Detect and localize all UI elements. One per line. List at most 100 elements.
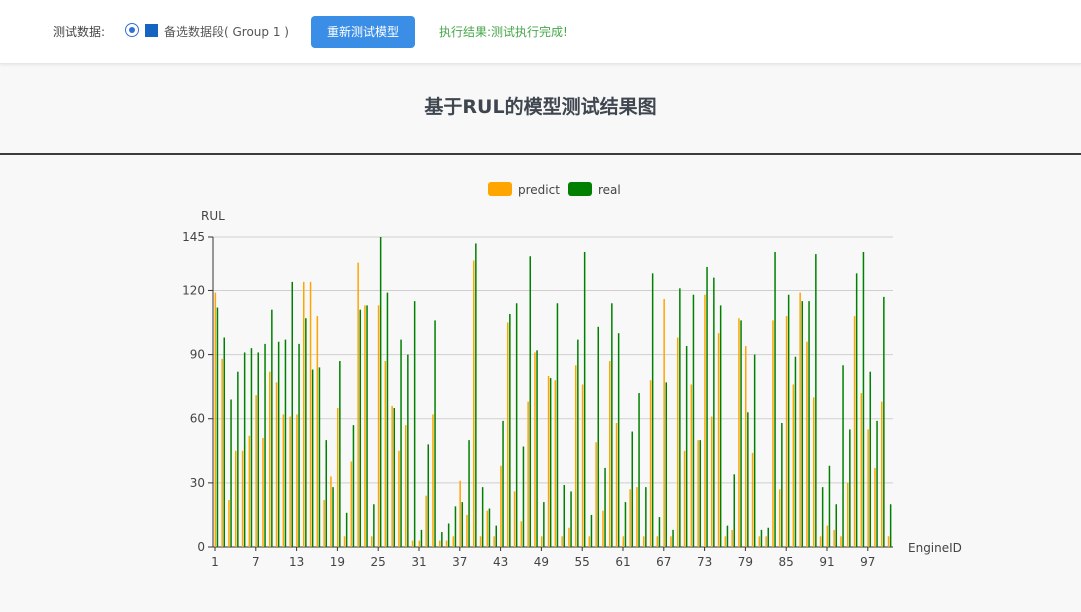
bar-real xyxy=(638,393,640,547)
bar-real xyxy=(597,326,599,547)
bar-predict xyxy=(364,305,366,547)
test-data-label: 测试数据: xyxy=(53,25,106,39)
bar-real xyxy=(747,412,749,547)
bar-predict xyxy=(262,437,264,547)
bar-predict xyxy=(391,405,393,547)
y-tick-label: 30 xyxy=(190,476,205,490)
bar-real xyxy=(828,465,831,547)
rul-bar-chart: 0 30 60 90 120 145 RUL EngineID 1 7 13 19 25 31 37 43 49… xyxy=(182,182,962,569)
bar-predict xyxy=(316,316,319,547)
bar-real xyxy=(665,382,667,547)
bar-real xyxy=(685,346,688,547)
group-option-label[interactable]: 备选数据段( Group 1 ) xyxy=(164,25,289,39)
bar-predict xyxy=(758,536,761,547)
bar-predict xyxy=(371,536,373,547)
bar-real xyxy=(774,251,776,547)
bar-predict xyxy=(235,450,237,547)
bar-real xyxy=(441,532,443,547)
bar-predict xyxy=(765,536,767,547)
legend-label-predict: predict xyxy=(518,183,560,197)
bar-real xyxy=(352,425,355,547)
bar-real xyxy=(719,305,722,547)
bar-real xyxy=(787,294,790,547)
bar-predict xyxy=(432,414,434,547)
bar-real xyxy=(855,273,858,547)
bar-real xyxy=(393,408,395,547)
bar-predict xyxy=(255,395,257,547)
bar-real xyxy=(345,512,348,547)
bar-predict xyxy=(269,371,271,547)
bar-real xyxy=(536,350,538,547)
bar-real xyxy=(753,354,756,547)
x-tick-label: 73 xyxy=(697,555,712,569)
bar-predict xyxy=(547,375,550,547)
bar-real xyxy=(842,365,844,547)
bar-predict xyxy=(309,281,312,547)
x-tick-label: 31 xyxy=(411,555,426,569)
bar-predict xyxy=(772,320,774,547)
bar-real xyxy=(284,339,287,547)
bar-real xyxy=(271,309,273,547)
bar-predict xyxy=(554,380,557,547)
bar-real xyxy=(529,256,531,547)
bar-predict xyxy=(275,382,278,547)
bar-predict xyxy=(813,397,815,547)
bar-real xyxy=(250,348,253,547)
bar-real xyxy=(509,313,511,547)
bar-predict xyxy=(507,322,509,547)
bar-real xyxy=(298,343,300,547)
retest-model-button[interactable]: 重新测试模型 xyxy=(311,16,415,48)
bar-predict xyxy=(697,440,699,547)
bar-predict xyxy=(717,333,720,547)
bar-predict xyxy=(303,281,305,547)
bar-predict xyxy=(588,536,591,547)
bar-real xyxy=(495,525,497,547)
bar-real xyxy=(713,277,715,547)
x-tick-label: 37 xyxy=(452,555,467,569)
x-tick-label: 43 xyxy=(493,555,508,569)
bar-real xyxy=(359,309,361,547)
bar-real xyxy=(740,320,742,547)
bar-real xyxy=(427,444,429,547)
bar-real xyxy=(645,487,647,547)
bar-predict xyxy=(296,414,298,547)
bar-predict xyxy=(357,262,359,547)
bar-predict xyxy=(459,480,461,547)
bar-predict xyxy=(663,299,665,547)
bar-real xyxy=(216,307,219,547)
bar-real xyxy=(475,243,477,547)
x-tick-label: 97 xyxy=(860,555,875,569)
bar-predict xyxy=(214,292,217,547)
bar-real xyxy=(699,440,701,547)
bar-predict xyxy=(337,408,339,547)
bar-real xyxy=(808,301,810,547)
bar-real xyxy=(889,504,892,547)
x-tick-label: 91 xyxy=(819,555,834,569)
bar-predict xyxy=(493,536,495,547)
bar-predict xyxy=(323,499,325,547)
bar-predict xyxy=(595,442,597,547)
bar-real xyxy=(515,303,518,547)
bar-real xyxy=(590,514,593,547)
bar-real xyxy=(835,504,837,547)
y-tick-label: 90 xyxy=(190,348,205,362)
x-tick-label: 1 xyxy=(211,555,219,569)
y-axis-label: RUL xyxy=(201,209,225,223)
group-radio-button[interactable] xyxy=(125,23,139,37)
bar-real xyxy=(386,292,389,547)
bar-predict xyxy=(602,510,604,547)
bar-predict xyxy=(581,384,584,547)
bar-predict xyxy=(887,536,890,547)
bar-real xyxy=(339,361,341,547)
bar-real xyxy=(413,301,416,547)
legend-swatch-predict xyxy=(488,182,512,196)
bar-predict xyxy=(656,536,659,547)
bar-predict xyxy=(874,467,876,547)
bar-predict xyxy=(867,429,869,547)
bar-real xyxy=(366,305,368,547)
bar-predict xyxy=(683,450,686,547)
x-tick-label: 7 xyxy=(252,555,260,569)
bar-predict xyxy=(330,476,332,547)
bar-real xyxy=(230,399,232,547)
bar-predict xyxy=(377,305,380,547)
